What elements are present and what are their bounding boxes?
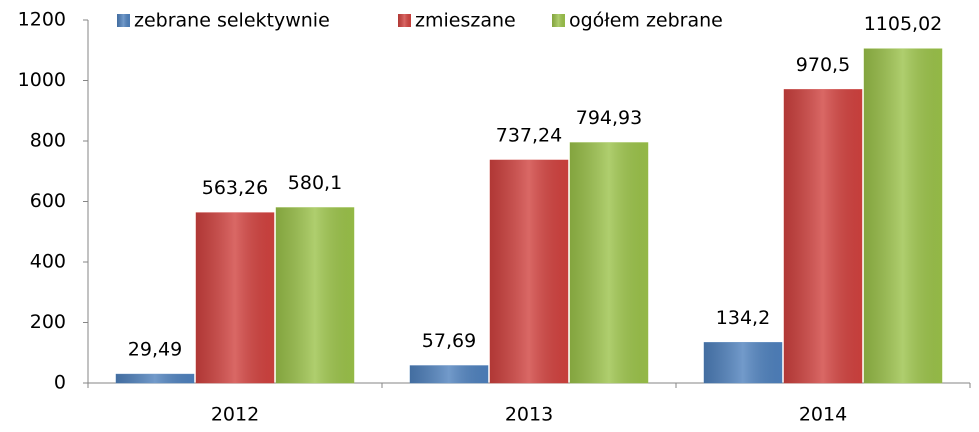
value-label: 29,49 xyxy=(128,339,182,361)
value-label: 580,1 xyxy=(288,172,342,194)
bar-shade xyxy=(864,48,942,384)
legend-swatch-shade xyxy=(398,14,411,27)
value-label: 563,26 xyxy=(202,177,268,199)
bar-shade xyxy=(490,159,568,383)
bar-shade xyxy=(570,142,648,383)
value-label: 737,24 xyxy=(496,124,562,146)
value-label: 57,69 xyxy=(422,330,476,352)
legend-label: zmieszane xyxy=(415,10,516,32)
value-label: 970,5 xyxy=(796,54,850,76)
x-tick-label: 2013 xyxy=(505,404,553,426)
x-tick-label: 2014 xyxy=(799,404,847,426)
legend-swatch-shade xyxy=(117,14,130,27)
bar-shade xyxy=(784,89,862,383)
y-tick-label: 1200 xyxy=(18,9,66,31)
legend-label: zebrane selektywnie xyxy=(134,10,330,32)
bar-shade xyxy=(704,342,782,383)
bar-shade xyxy=(196,212,274,383)
y-tick-label: 1000 xyxy=(18,69,66,91)
value-label: 134,2 xyxy=(716,307,770,329)
y-tick-label: 800 xyxy=(30,130,66,152)
legend-swatch-shade xyxy=(552,14,565,27)
y-tick-label: 600 xyxy=(30,190,66,212)
y-tick-label: 200 xyxy=(30,311,66,333)
value-label: 794,93 xyxy=(576,107,642,129)
bar-shade xyxy=(116,374,194,383)
y-tick-label: 0 xyxy=(54,372,66,394)
legend-label: ogółem zebrane xyxy=(569,10,723,32)
y-tick-label: 400 xyxy=(30,251,66,273)
bar-shade xyxy=(410,365,488,383)
value-label: 1105,02 xyxy=(864,13,943,35)
x-tick-label: 2012 xyxy=(211,404,259,426)
bar-shade xyxy=(276,207,354,383)
